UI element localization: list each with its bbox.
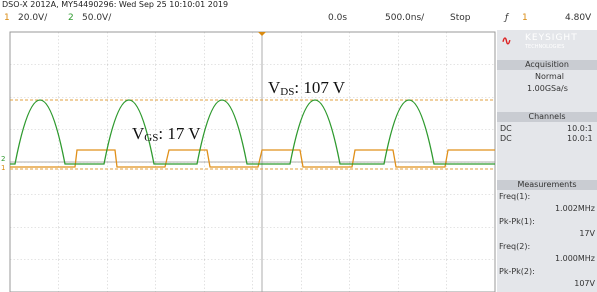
vgs-symbol: V (132, 124, 144, 143)
ch2-scale: 50.0V/ (82, 13, 111, 23)
time-scale: 500.0ns/ (385, 13, 424, 23)
acquisition-title: Acquisition (497, 60, 597, 70)
vds-value: : 107 V (294, 78, 345, 97)
meas-label: Pk-Pk(1): (499, 217, 535, 226)
brand-sub: TECHNOLOGIES (525, 44, 564, 50)
acquisition-rate: 1.00GSa/s (527, 84, 568, 93)
ch1-number: 1 (4, 13, 10, 23)
ch2-coupling: DC (500, 134, 512, 143)
brand-logo: ∿ (501, 34, 519, 48)
channels-title: Channels (497, 112, 597, 122)
measurements-title: Measurements (497, 180, 597, 190)
trigger-icon: ƒ (505, 13, 508, 23)
ch1-ground-marker: 1 (1, 164, 5, 172)
brand: KEYSIGHT (525, 33, 578, 43)
meas-label: Freq(1): (499, 192, 530, 201)
acquisition-mode: Normal (535, 72, 564, 81)
vds-symbol: V (268, 78, 280, 97)
meas-value: 1.002MHz (555, 204, 595, 213)
vds-annotation: VDS: 107 V (268, 78, 345, 98)
side-panel: ∿ KEYSIGHT TECHNOLOGIES Acquisition Norm… (497, 30, 597, 292)
meas-label: Freq(2): (499, 242, 530, 251)
time-offset: 0.0s (328, 13, 347, 23)
ch1-probe: 10.0:1 (567, 124, 593, 133)
vgs-value: : 17 V (158, 124, 200, 143)
trigger-source: 1 (522, 13, 528, 23)
waveform-display: 2 1 (0, 28, 497, 292)
ch1-coupling: DC (500, 124, 512, 133)
vgs-annotation: VGS: 17 V (132, 124, 201, 144)
meas-value: 17V (579, 229, 595, 238)
ch2-ground-marker: 2 (1, 155, 5, 163)
header-title: DSO-X 2012A, MY54490296: Wed Sep 25 10:1… (2, 0, 228, 9)
ch1-scale: 20.0V/ (18, 13, 47, 23)
scope-screen: DSO-X 2012A, MY54490296: Wed Sep 25 10:1… (0, 0, 597, 292)
ch2-probe: 10.0:1 (567, 134, 593, 143)
meas-value: 107V (574, 279, 595, 288)
vds-subscript: DS (280, 86, 294, 98)
trigger-level: 4.80V (565, 13, 591, 23)
run-state: Stop (450, 13, 470, 23)
ch2-number: 2 (68, 13, 74, 23)
meas-value: 1.000MHz (555, 254, 595, 263)
vgs-subscript: GS (144, 132, 158, 144)
meas-label: Pk-Pk(2): (499, 267, 535, 276)
